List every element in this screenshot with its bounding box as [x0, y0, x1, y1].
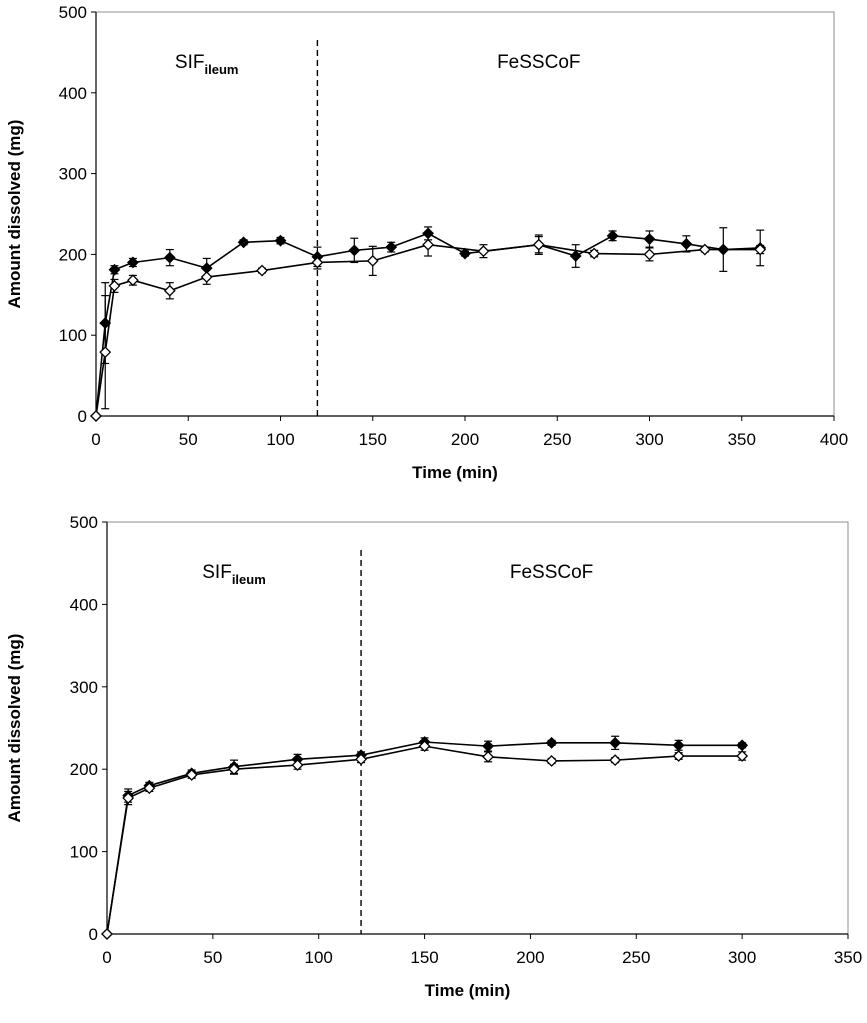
series-filled-group — [101, 735, 749, 940]
series-filled-group — [90, 226, 767, 422]
y-tick-label: 400 — [59, 84, 87, 103]
series-filled-line — [106, 741, 743, 935]
y-tick-label: 500 — [59, 3, 87, 22]
region-label-sif-main: SIF — [202, 562, 232, 583]
region-label-fesscof: FeSSCoF — [497, 52, 580, 73]
series-filled-point — [609, 736, 622, 749]
x-axis-label: Time (min) — [425, 981, 511, 1000]
series-filled-point — [482, 740, 495, 753]
series-filled-point — [643, 233, 656, 245]
series-open-point — [126, 274, 139, 287]
region-label-sif-sub: ileum — [204, 62, 238, 77]
series-open-point — [754, 243, 767, 256]
x-tick-label: 200 — [516, 948, 544, 967]
series-open-group — [101, 740, 749, 940]
series-filled-point — [348, 244, 361, 257]
x-tick-label: 350 — [834, 948, 862, 967]
y-tick-label: 400 — [70, 595, 98, 614]
series-open-point — [477, 245, 490, 258]
x-tick-label: 50 — [179, 430, 198, 449]
x-tick-label: 250 — [622, 948, 650, 967]
region-label-sif: SIFileum — [202, 562, 266, 587]
series-open-line — [106, 745, 743, 935]
x-tick-label: 300 — [635, 430, 663, 449]
x-tick-label: 250 — [543, 430, 571, 449]
x-tick-label: 200 — [451, 430, 479, 449]
y-axis-label: Amount dissolved (mg) — [5, 634, 24, 823]
series-open-point — [228, 763, 240, 776]
series-open-point — [609, 754, 622, 767]
x-tick-label: 0 — [102, 948, 111, 967]
series-open-point — [90, 410, 102, 422]
series-open-point — [418, 740, 431, 753]
series-open-point — [736, 750, 749, 762]
y-axis-label: Amount dissolved (mg) — [5, 120, 24, 309]
series-filled-point — [569, 250, 582, 262]
series-open-point — [143, 782, 156, 795]
x-tick-label: 150 — [410, 948, 438, 967]
series-open-point — [643, 248, 656, 261]
series-filled-point — [459, 247, 471, 260]
series-open-point — [108, 279, 121, 292]
series-open-point — [482, 750, 495, 763]
series-filled-point — [108, 263, 121, 276]
y-tick-label: 300 — [70, 678, 98, 697]
series-filled-point — [237, 236, 250, 249]
x-tick-label: 400 — [820, 430, 848, 449]
y-tick-label: 300 — [59, 165, 87, 184]
plot-frame — [106, 521, 849, 935]
series-filled-point — [163, 251, 176, 264]
series-open-point — [698, 243, 711, 256]
x-tick-label: 50 — [203, 948, 222, 967]
x-tick-label: 300 — [728, 948, 756, 967]
y-tick-label: 100 — [59, 326, 87, 345]
series-open-point — [185, 769, 198, 781]
series-filled-point — [680, 237, 693, 250]
series-filled-point — [274, 234, 287, 247]
x-axis-label: Time (min) — [412, 463, 498, 482]
series-filled-line — [95, 232, 761, 417]
series-open-point — [122, 792, 135, 804]
series-open-group — [90, 232, 767, 422]
y-tick-label: 500 — [70, 513, 98, 532]
region-label-sif-sub: ileum — [232, 572, 266, 587]
y-tick-label: 200 — [70, 760, 98, 779]
x-tick-label: 100 — [266, 430, 294, 449]
y-tick-label: 0 — [78, 407, 87, 426]
series-open-point — [355, 753, 367, 766]
series-open-line — [95, 243, 761, 417]
bottom-dissolution-chart: 0 100 200 300 400 500 0 50 100 150 200 250 300 350 Tim… — [5, 513, 862, 1000]
series-filled-point — [606, 229, 619, 242]
series-open-point — [422, 238, 435, 251]
region-label-sif-main: SIF — [175, 52, 205, 73]
y-tick-label: 200 — [59, 245, 87, 264]
series-filled-point — [385, 241, 398, 254]
series-open-point — [101, 928, 113, 940]
series-open-point — [588, 247, 601, 260]
x-tick-label: 100 — [305, 948, 333, 967]
series-filled-point — [672, 739, 685, 752]
x-tick-label: 0 — [91, 430, 100, 449]
series-open-point — [291, 759, 304, 771]
series-open-point — [311, 256, 324, 269]
top-dissolution-chart: 0 100 200 300 400 500 0 50 100 150 200 250 300 350 400… — [5, 3, 848, 482]
x-tick-label: 150 — [359, 430, 387, 449]
series-open-point — [672, 750, 685, 762]
y-tick-label: 100 — [70, 843, 98, 862]
series-open-point — [545, 755, 558, 767]
series-open-point — [256, 264, 268, 277]
series-filled-point — [126, 256, 139, 269]
series-open-point — [99, 346, 112, 359]
region-label-sif: SIFileum — [175, 52, 239, 77]
series-open-point — [200, 271, 213, 283]
series-filled-point — [736, 739, 749, 752]
region-label-fesscof: FeSSCoF — [510, 562, 593, 583]
x-tick-label: 350 — [728, 430, 756, 449]
series-filled-point — [545, 736, 558, 749]
series-open-point — [366, 254, 379, 267]
series-open-point — [163, 284, 176, 297]
y-tick-label: 0 — [89, 925, 98, 944]
series-open-point — [532, 238, 545, 251]
